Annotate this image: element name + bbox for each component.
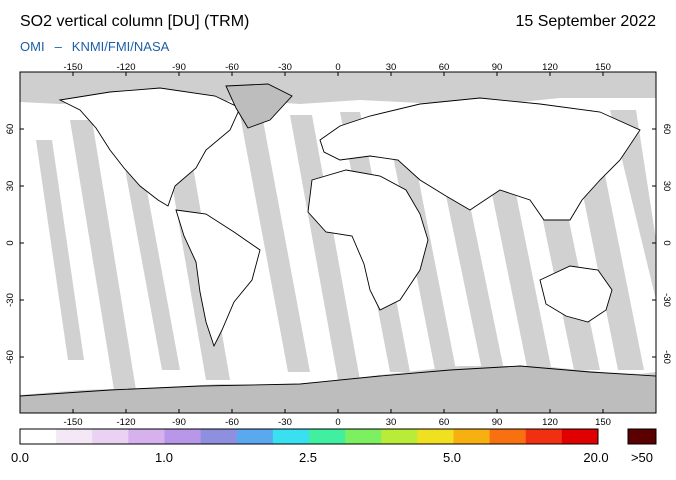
lat-tick-label-right: 30: [661, 181, 672, 192]
colorbar-segment: [236, 429, 274, 444]
colorbar-segment: [128, 429, 165, 444]
colorbar: [20, 429, 599, 444]
credit-separator: –: [54, 39, 62, 54]
colorbar-segment: [200, 429, 238, 444]
colorbar-label: 20.0: [583, 450, 609, 465]
swath-gap: [290, 115, 360, 380]
lon-tick-label-bottom: -30: [278, 417, 292, 428]
lon-tick-label-top: 120: [542, 62, 558, 73]
lon-tick-label-bottom: 90: [492, 417, 503, 428]
colorbar-segment: [381, 429, 418, 444]
lon-tick-label-bottom: 60: [439, 417, 450, 428]
colorbar-segment: [20, 429, 57, 444]
lat-tick-label-right: -30: [661, 293, 672, 307]
lat-tick-label-right: -60: [661, 350, 672, 364]
colorbar-label: 2.5: [298, 450, 318, 465]
lon-tick-label-top: 30: [386, 62, 397, 73]
africa: [307, 169, 429, 311]
lon-tick-label-bottom: -90: [172, 417, 186, 428]
swath-gap: [116, 120, 180, 370]
lat-tick-label-left: 60: [5, 124, 16, 135]
colorbar-segment: [92, 429, 129, 444]
credit-instrument: OMI: [20, 39, 45, 54]
lon-tick-label-bottom: 30: [386, 417, 397, 428]
greenland: [225, 83, 293, 129]
credit-agencies: KNMI/FMI/NASA: [71, 39, 170, 54]
colorbar-segment: [309, 429, 346, 444]
north-america: [58, 87, 241, 207]
colorbar-segment: [417, 429, 454, 444]
lon-tick-label-top: 0: [335, 62, 340, 73]
colorbar-label: 0.0: [10, 450, 30, 465]
lat-tick-label-left: -30: [5, 293, 16, 307]
lon-tick-label-bottom: 120: [542, 417, 558, 428]
colorbar-segment: [164, 429, 202, 444]
swath-gap: [70, 120, 136, 390]
lat-tick-label-right: 0: [661, 240, 672, 245]
swath-gap: [36, 140, 84, 360]
map-title: SO2 vertical column [DU] (TRM): [20, 13, 250, 30]
lon-tick-label-bottom: 0: [335, 417, 340, 428]
data-credit: OMI – KNMI/FMI/NASA: [20, 39, 169, 54]
colorbar-segment: [453, 429, 491, 444]
lon-tick-label-bottom: -60: [225, 417, 239, 428]
lon-tick-label-top: -120: [116, 62, 135, 73]
colorbar-segment: [345, 429, 382, 444]
colorbar-frame: [19, 428, 599, 445]
australia: [539, 265, 613, 323]
colorbar-overflow-swatch: [627, 428, 657, 445]
axis-ticks: -150 -120 -90 -60 -30 0 30 60 90 120 150 -150 -120 -9…: [5, 62, 672, 428]
map-date: 15 September 2022: [515, 13, 656, 30]
colorbar-segment: [272, 429, 310, 444]
lon-tick-label-bottom: 150: [595, 417, 611, 428]
lon-tick-label-top: 150: [595, 62, 611, 73]
lat-tick-label-left: 30: [5, 181, 16, 192]
eurasia: [319, 97, 641, 221]
lon-tick-label-top: 90: [492, 62, 503, 73]
lat-tick-label-left: -60: [5, 350, 16, 364]
colorbar-label: 1.0: [154, 450, 174, 465]
swath-gap: [240, 115, 310, 372]
lon-tick-label-top: -90: [172, 62, 186, 73]
colorbar-segment: [561, 429, 599, 444]
lat-tick-label-left: 0: [5, 240, 16, 245]
south-america: [175, 209, 261, 348]
lat-tick-label-right: 60: [661, 124, 672, 135]
lon-tick-label-bottom: -150: [63, 417, 82, 428]
colorbar-overflow-label: >50: [630, 450, 654, 465]
colorbar-segment: [525, 429, 563, 444]
lon-tick-label-top: -30: [278, 62, 292, 73]
lon-tick-label-top: -150: [63, 62, 82, 73]
lon-tick-label-top: 60: [439, 62, 450, 73]
colorbar-segment: [489, 429, 527, 444]
coastlines: [19, 83, 657, 414]
colorbar-label: 5.0: [442, 450, 462, 465]
lon-tick-label-bottom: -120: [116, 417, 135, 428]
lon-tick-label-top: -60: [225, 62, 239, 73]
colorbar-segment: [56, 429, 93, 444]
